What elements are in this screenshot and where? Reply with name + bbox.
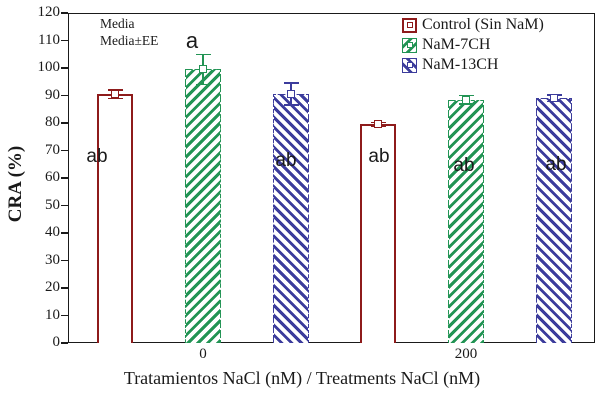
- x-tick-label: 200: [454, 346, 478, 362]
- legend-item-nam13ch: NaM-13CH: [402, 55, 544, 75]
- bar: [360, 124, 396, 343]
- legend-item-control: Control (Sin NaM): [402, 15, 544, 35]
- y-tick-label: 110: [38, 31, 60, 48]
- y-tick-label: 70: [45, 141, 60, 158]
- square-marker-icon: [406, 62, 413, 68]
- legend-label: Control (Sin NaM): [422, 16, 544, 33]
- mean-marker: [550, 94, 558, 103]
- y-tick-mark: [61, 232, 68, 234]
- sig-letter: ab: [275, 150, 297, 171]
- y-tick-label: 0: [52, 334, 61, 350]
- bar: [97, 94, 133, 343]
- sig-letter: a: [185, 28, 199, 53]
- plot-area: [68, 13, 595, 343]
- sig-letter: ab: [368, 146, 390, 167]
- y-tick-label: 20: [45, 279, 60, 295]
- square-marker-icon: [406, 22, 413, 28]
- y-tick-label: 120: [37, 4, 61, 20]
- error-bar-cap-top: [283, 82, 299, 84]
- y-tick-label: 30: [45, 251, 60, 268]
- y-tick-label: 80: [45, 114, 60, 130]
- error-bar-cap-bottom: [107, 97, 123, 99]
- y-tick-mark: [61, 67, 68, 69]
- mean-marker: [374, 120, 382, 129]
- mean-marker: [111, 90, 119, 99]
- stat-note-line1: Media: [100, 16, 135, 31]
- error-bar-cap-top: [107, 89, 123, 91]
- mean-marker: [199, 65, 207, 74]
- error-bar-cap-bottom: [283, 104, 299, 106]
- legend: Control (Sin NaM) NaM-7CH NaM-13CH: [402, 15, 544, 75]
- sig-letter: ab: [86, 146, 108, 167]
- mean-marker: [287, 90, 295, 99]
- error-bar-cap-top: [458, 94, 474, 97]
- error-bar-cap-bottom: [458, 103, 474, 105]
- bar: [536, 98, 572, 343]
- y-tick-mark: [61, 287, 68, 289]
- legend-label: NaM-13CH: [422, 56, 499, 73]
- y-tick-label: 40: [45, 224, 60, 240]
- y-tick-mark: [61, 122, 68, 124]
- bar: [448, 99, 484, 343]
- mean-marker: [462, 95, 470, 104]
- y-tick-mark: [61, 149, 68, 152]
- y-tick-mark: [61, 314, 68, 317]
- y-tick-mark: [61, 12, 68, 14]
- stat-note: Media Media±EE: [100, 15, 158, 49]
- legend-label: NaM-7CH: [422, 36, 491, 53]
- y-tick-mark: [61, 259, 68, 262]
- stat-note-line2: Media±EE: [100, 33, 159, 48]
- sig-letter: ab: [453, 155, 475, 176]
- legend-swatch-nam7ch: [402, 37, 417, 53]
- y-tick-label: 10: [45, 306, 60, 323]
- y-tick-mark: [61, 342, 68, 344]
- x-tick-label: 0: [199, 346, 207, 362]
- error-bar-cap-top: [195, 53, 211, 55]
- square-marker-icon: [406, 42, 413, 48]
- y-tick-mark: [61, 39, 68, 42]
- y-tick-label: 60: [45, 169, 60, 185]
- bar: [273, 94, 309, 343]
- legend-swatch-control: [402, 17, 417, 33]
- y-tick-mark: [61, 177, 68, 179]
- x-axis-title: Tratamientos NaCl (nM) / Treatments NaCl…: [123, 368, 481, 388]
- y-tick-mark: [61, 204, 68, 207]
- bar: [185, 69, 221, 343]
- sig-letter: ab: [545, 154, 567, 175]
- legend-item-nam7ch: NaM-7CH: [402, 35, 544, 55]
- legend-swatch-nam13ch: [402, 57, 417, 73]
- y-tick-label: 50: [45, 196, 60, 213]
- y-tick-label: 100: [37, 59, 61, 75]
- error-bar-cap-bottom: [195, 83, 211, 86]
- y-tick-mark: [61, 94, 68, 97]
- y-tick-label: 90: [45, 86, 60, 103]
